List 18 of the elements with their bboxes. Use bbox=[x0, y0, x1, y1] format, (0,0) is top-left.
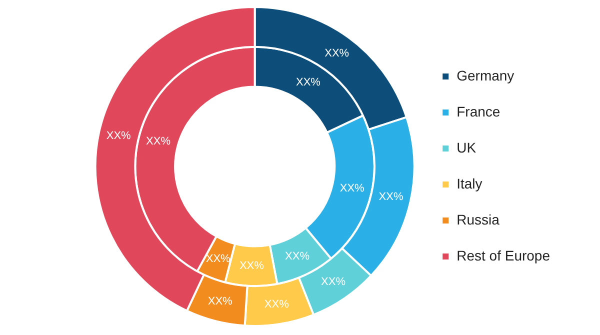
data-label: XX% bbox=[340, 182, 365, 194]
data-label: XX% bbox=[378, 190, 404, 203]
legend-label: Germany bbox=[456, 67, 514, 84]
legend-label: Russia bbox=[456, 211, 500, 228]
data-label: XX% bbox=[321, 276, 346, 288]
data-label: XX% bbox=[285, 250, 310, 263]
legend-label: France bbox=[456, 103, 500, 120]
data-label: XX% bbox=[239, 260, 264, 272]
data-label: XX% bbox=[296, 76, 321, 88]
data-label: XX% bbox=[206, 253, 231, 266]
data-label: XX% bbox=[324, 48, 350, 60]
data-label: XX% bbox=[106, 130, 132, 142]
legend-label: UK bbox=[456, 139, 477, 156]
legend-label: Italy bbox=[456, 175, 482, 192]
data-label: XX% bbox=[146, 136, 171, 148]
data-label: XX% bbox=[264, 298, 290, 310]
data-label: XX% bbox=[208, 296, 233, 308]
legend-label: Rest of Europe bbox=[456, 247, 550, 264]
